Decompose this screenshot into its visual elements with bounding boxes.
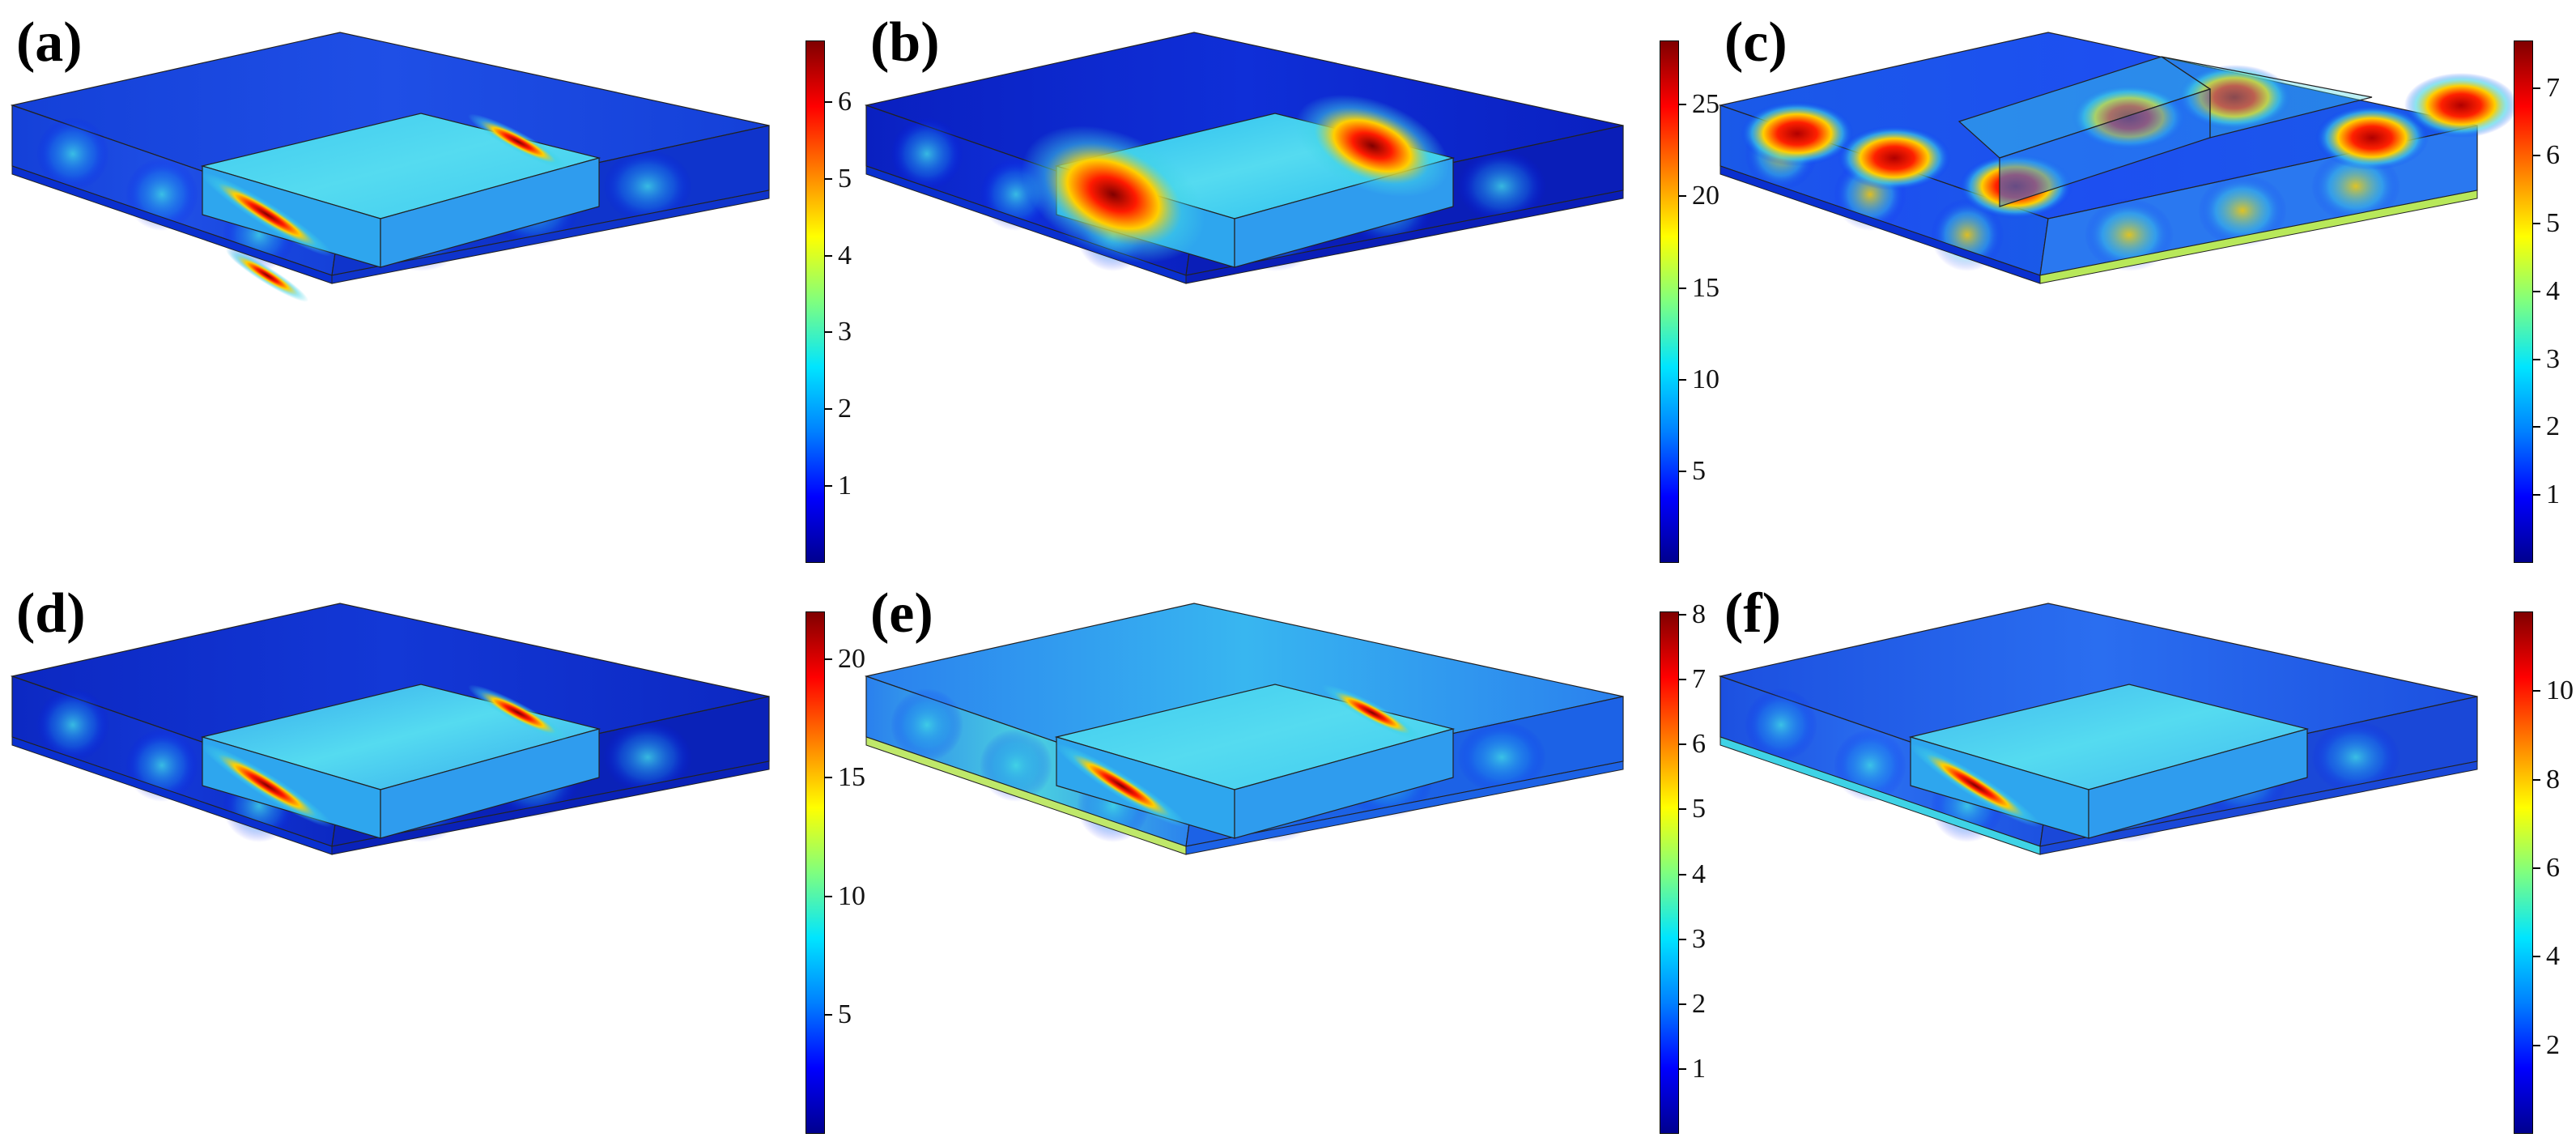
colorbar-tick: [1679, 679, 1686, 681]
colorbar-tick: [1679, 104, 1686, 106]
colorbar-tick: [2533, 87, 2540, 89]
colorbar-tick: [2533, 778, 2540, 781]
colorbar-tick-label: 10: [838, 880, 865, 911]
panel-b: (b) 5 10 15 20 25: [854, 0, 1719, 567]
colorbar-tick: [825, 177, 832, 180]
colorbar-tick-label: 25: [1692, 89, 1719, 120]
colorbar-tick: [825, 254, 832, 257]
colorbar-tick: [2533, 155, 2540, 157]
colorbar-gradient: [1660, 611, 1679, 1134]
colorbar-tick: [825, 331, 832, 334]
colorbar-tick: [2533, 690, 2540, 692]
colorbar-tick: [1679, 195, 1686, 198]
colorbar-tick-label: 7: [1692, 664, 1706, 695]
colorbar-tick-label: 3: [2546, 343, 2560, 374]
field-plot-a: [10, 32, 770, 302]
colorbar-tick: [2533, 290, 2540, 292]
colorbar-tick: [2533, 358, 2540, 360]
panel-label-b: (b): [870, 11, 940, 74]
colorbar-tick-label: 3: [838, 317, 852, 347]
panel-label-f: (f): [1724, 582, 1781, 645]
colorbar-tick: [1679, 287, 1686, 289]
panel-f: (f) 2 4 6 8 10: [1708, 571, 2574, 1138]
colorbar-tick: [825, 408, 832, 411]
colorbar-tick: [1679, 938, 1686, 940]
colorbar-tick: [2533, 494, 2540, 496]
colorbar-tick: [825, 658, 832, 660]
field-plot-e: [864, 603, 1624, 855]
colorbar-tick-label: 2: [2546, 1029, 2560, 1060]
field-plot-f: [1718, 603, 2478, 855]
colorbar-tick-label: 6: [838, 86, 852, 117]
colorbar-tick: [1679, 378, 1686, 381]
colorbar-tick-label: 4: [1692, 858, 1706, 889]
colorbar-tick: [1679, 470, 1686, 472]
panel-label-d: (d): [16, 582, 86, 645]
panel-label-e: (e): [870, 582, 933, 645]
colorbar-tick: [2533, 1044, 2540, 1046]
colorbar-tick: [825, 100, 832, 103]
colorbar-tick-label: 2: [1692, 988, 1706, 1019]
colorbar-tick-label: 6: [1692, 729, 1706, 760]
colorbar-tick-label: 4: [2546, 275, 2560, 306]
colorbar-gradient: [2514, 611, 2533, 1134]
colorbar-tick: [825, 1014, 832, 1016]
panel-label-c: (c): [1724, 11, 1787, 74]
colorbar-tick-label: 5: [1692, 455, 1706, 486]
colorbar-tick-label: 5: [2546, 208, 2560, 239]
colorbar-tick-label: 7: [2546, 72, 2560, 103]
colorbar-tick: [1679, 1003, 1686, 1005]
colorbar-tick-label: 8: [2546, 764, 2560, 795]
colorbar-tick-label: 6: [2546, 853, 2560, 884]
colorbar-gradient: [2514, 40, 2533, 563]
colorbar-tick: [825, 895, 832, 897]
colorbar-tick: [1679, 1067, 1686, 1070]
colorbar-tick-label: 20: [838, 643, 865, 674]
panel-label-a: (a): [16, 11, 83, 74]
colorbar-tick-label: 15: [1692, 272, 1719, 303]
colorbar-tick-label: 4: [838, 240, 852, 271]
colorbar-tick-label: 1: [1692, 1053, 1706, 1084]
colorbar-tick-label: 10: [2546, 675, 2574, 706]
colorbar-tick-label: 5: [1692, 794, 1706, 824]
field-plot-b: [864, 32, 1624, 284]
colorbar-tick: [2533, 956, 2540, 958]
field-plot-c: [1718, 32, 2518, 284]
colorbar-tick: [1679, 614, 1686, 616]
colorbar-tick-label: 1: [838, 471, 852, 501]
colorbar-tick: [825, 777, 832, 779]
colorbar-tick-label: 5: [838, 999, 852, 1030]
colorbar-tick-label: 1: [2546, 479, 2560, 510]
panel-e: (e) 1 2 3 4 5 6 7 8: [854, 571, 1712, 1138]
colorbar-tick-label: 8: [1692, 599, 1706, 629]
colorbar-tick: [2533, 223, 2540, 225]
colorbar-tick-label: 2: [2546, 411, 2560, 442]
colorbar-tick-label: 4: [2546, 941, 2560, 972]
panel-d: (d) 5 10 15 20: [0, 571, 865, 1138]
colorbar-tick: [1679, 743, 1686, 746]
colorbar-tick-label: 20: [1692, 181, 1719, 211]
colorbar-tick: [2533, 426, 2540, 428]
panel-c: (c) 1 2 3 4 5 6 7: [1708, 0, 2566, 567]
colorbar-gradient: [1660, 40, 1679, 563]
colorbar-tick-label: 10: [1692, 364, 1719, 394]
panel-a: (a) 1 2 3 4 5 6: [0, 0, 858, 567]
colorbar-tick-label: 6: [2546, 140, 2560, 171]
colorbar-tick: [2533, 867, 2540, 870]
colorbar-tick: [1679, 808, 1686, 811]
colorbar-tick-label: 15: [838, 762, 865, 793]
colorbar-tick-label: 2: [838, 394, 852, 424]
colorbar-tick-label: 3: [1692, 923, 1706, 954]
colorbar-tick: [1679, 873, 1686, 875]
colorbar-tick: [825, 485, 832, 488]
colorbar-tick-label: 5: [838, 163, 852, 194]
colorbar-gradient: [806, 611, 825, 1134]
colorbar-gradient: [806, 40, 825, 563]
field-plot-d: [10, 603, 770, 855]
